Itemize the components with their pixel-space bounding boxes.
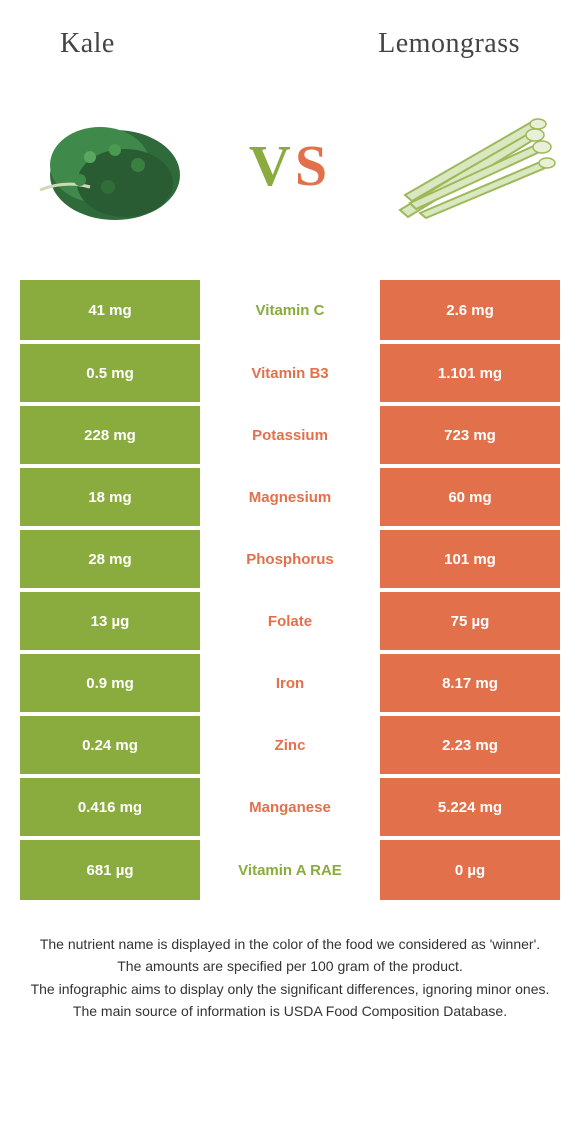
nutrient-name: Folate [200, 590, 380, 652]
vs-v: V [249, 133, 295, 198]
table-row: 228 mgPotassium723 mg [20, 404, 560, 466]
table-row: 0.24 mgZinc2.23 mg [20, 714, 560, 776]
value-right: 101 mg [380, 528, 560, 590]
footer-line-4: The main source of information is USDA F… [24, 1001, 556, 1021]
table-row: 41 mgVitamin C2.6 mg [20, 280, 560, 342]
vs-label: VS [249, 132, 331, 199]
title-right: Lemongrass [378, 28, 520, 60]
value-left: 28 mg [20, 528, 200, 590]
table-row: 681 µgVitamin A RAE0 µg [20, 838, 560, 900]
nutrient-name: Vitamin A RAE [200, 838, 380, 900]
footer-line-2: The amounts are specified per 100 gram o… [24, 956, 556, 976]
value-right: 0 µg [380, 838, 560, 900]
nutrient-table: 41 mgVitamin C2.6 mg0.5 mgVitamin B31.10… [20, 280, 560, 900]
vs-s: S [295, 133, 331, 198]
value-left: 41 mg [20, 280, 200, 342]
table-row: 0.5 mgVitamin B31.101 mg [20, 342, 560, 404]
value-left: 228 mg [20, 404, 200, 466]
nutrient-name: Vitamin B3 [200, 342, 380, 404]
value-right: 5.224 mg [380, 776, 560, 838]
lemongrass-image [380, 95, 560, 235]
table-row: 0.9 mgIron8.17 mg [20, 652, 560, 714]
nutrient-name: Magnesium [200, 466, 380, 528]
value-right: 8.17 mg [380, 652, 560, 714]
lemongrass-icon [380, 95, 560, 235]
value-right: 723 mg [380, 404, 560, 466]
value-left: 0.5 mg [20, 342, 200, 404]
value-left: 0.416 mg [20, 776, 200, 838]
header: Kale Lemongrass [0, 0, 580, 70]
table-row: 0.416 mgManganese5.224 mg [20, 776, 560, 838]
value-left: 13 µg [20, 590, 200, 652]
nutrient-name: Phosphorus [200, 528, 380, 590]
footer-notes: The nutrient name is displayed in the co… [24, 934, 556, 1021]
kale-image [20, 95, 200, 235]
hero-row: VS [0, 70, 580, 270]
footer-line-3: The infographic aims to display only the… [24, 979, 556, 999]
nutrient-name: Iron [200, 652, 380, 714]
value-right: 60 mg [380, 466, 560, 528]
table-row: 18 mgMagnesium60 mg [20, 466, 560, 528]
table-row: 13 µgFolate75 µg [20, 590, 560, 652]
value-left: 0.9 mg [20, 652, 200, 714]
value-left: 0.24 mg [20, 714, 200, 776]
value-left: 18 mg [20, 466, 200, 528]
value-right: 1.101 mg [380, 342, 560, 404]
value-right: 75 µg [380, 590, 560, 652]
nutrient-name: Zinc [200, 714, 380, 776]
table-row: 28 mgPhosphorus101 mg [20, 528, 560, 590]
kale-icon [20, 95, 200, 235]
value-left: 681 µg [20, 838, 200, 900]
nutrient-tbody: 41 mgVitamin C2.6 mg0.5 mgVitamin B31.10… [20, 280, 560, 900]
nutrient-name: Manganese [200, 776, 380, 838]
nutrient-name: Vitamin C [200, 280, 380, 342]
footer-line-1: The nutrient name is displayed in the co… [24, 934, 556, 954]
value-right: 2.6 mg [380, 280, 560, 342]
nutrient-name: Potassium [200, 404, 380, 466]
title-left: Kale [60, 28, 115, 60]
value-right: 2.23 mg [380, 714, 560, 776]
